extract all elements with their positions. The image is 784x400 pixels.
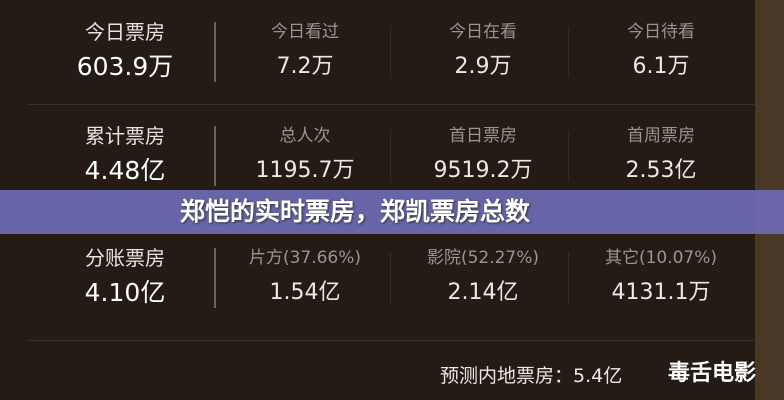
- title-banner: [0, 190, 784, 234]
- stat-cell: 总人次 1195.7万: [216, 112, 394, 186]
- stat-cell: 今日待看 6.1万: [572, 8, 750, 82]
- stats-row: 分账票房 4.10亿 片方(37.66%) 1.54亿 影院(52.27%) 2.14亿 其…: [28, 234, 756, 334]
- stat-cell: 片方(37.66%) 1.54亿: [216, 234, 394, 308]
- bracket-divider: [214, 126, 216, 186]
- stat-cell: 首周票房 2.53亿: [572, 112, 750, 186]
- stat-value: 7.2万: [276, 54, 334, 79]
- forecast-text: 预测内地票房：5.4亿: [440, 365, 623, 387]
- bracket-divider: [214, 248, 216, 308]
- stat-value: 1.54亿: [269, 280, 341, 305]
- stat-label: 其它(10.07%): [604, 248, 718, 268]
- stat-cell: 今日看过 7.2万: [216, 8, 394, 82]
- stat-value: 4.10亿: [84, 278, 166, 307]
- stats-row: 今日票房 603.9万 今日看过 7.2万 今日在看 2.9万 今日待看 6.1万: [28, 8, 756, 108]
- stat-value: 2.9万: [454, 54, 512, 79]
- divider: [28, 340, 756, 341]
- stat-label: 分账票房: [85, 246, 165, 270]
- column-divider: [568, 26, 569, 78]
- stat-label: 今日在看: [449, 22, 517, 42]
- stat-label: 今日看过: [271, 22, 339, 42]
- column-divider: [390, 26, 391, 78]
- stat-label: 累计票房: [85, 124, 165, 148]
- bracket-divider: [214, 22, 216, 82]
- stat-value: 2.14亿: [447, 280, 519, 305]
- stat-label: 首日票房: [449, 126, 517, 146]
- stat-cell: 其它(10.07%) 4131.1万: [572, 234, 750, 308]
- stat-cell: 分账票房 4.10亿: [36, 234, 214, 308]
- column-divider: [390, 252, 391, 304]
- stats-row: 累计票房 4.48亿 总人次 1195.7万 首日票房 9519.2万 首周票房 2.53亿: [28, 112, 756, 212]
- watermark-logo: 毒舌电影: [668, 361, 757, 386]
- banner-title: 郑恺的实时票房，郑凯票房总数: [180, 197, 531, 226]
- divider: [28, 104, 756, 105]
- stat-value: 6.1万: [632, 54, 690, 79]
- stat-label: 片方(37.66%): [248, 248, 362, 268]
- stat-cell: 今日在看 2.9万: [394, 8, 572, 82]
- stat-label: 首周票房: [627, 126, 695, 146]
- stat-value: 4.48亿: [84, 156, 166, 185]
- stat-cell: 首日票房 9519.2万: [394, 112, 572, 186]
- stat-value: 1195.7万: [255, 158, 355, 183]
- stat-label: 今日待看: [627, 22, 695, 42]
- column-divider: [568, 130, 569, 182]
- stat-label: 总人次: [279, 126, 331, 146]
- stat-value: 603.9万: [76, 52, 174, 81]
- stat-value: 9519.2万: [433, 158, 533, 183]
- stat-label: 今日票房: [85, 20, 165, 44]
- stat-label: 影院(52.27%): [426, 248, 540, 268]
- column-divider: [390, 130, 391, 182]
- column-divider: [568, 252, 569, 304]
- stat-cell: 今日票房 603.9万: [36, 8, 214, 82]
- stat-value: 2.53亿: [625, 158, 697, 183]
- stat-cell: 影院(52.27%) 2.14亿: [394, 234, 572, 308]
- stat-cell: 累计票房 4.48亿: [36, 112, 214, 186]
- stat-value: 4131.1万: [611, 280, 711, 305]
